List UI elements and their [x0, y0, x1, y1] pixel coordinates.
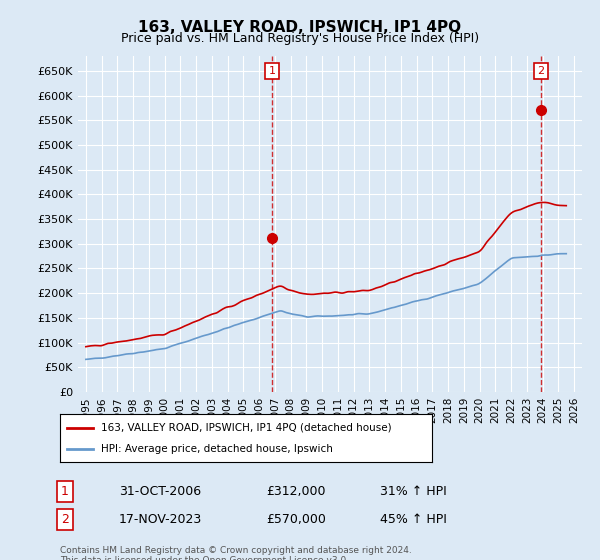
Text: Contains HM Land Registry data © Crown copyright and database right 2024.
This d: Contains HM Land Registry data © Crown c… — [60, 546, 412, 560]
Text: 31-OCT-2006: 31-OCT-2006 — [119, 485, 201, 498]
Text: £570,000: £570,000 — [266, 513, 326, 526]
Text: 17-NOV-2023: 17-NOV-2023 — [119, 513, 202, 526]
Text: Price paid vs. HM Land Registry's House Price Index (HPI): Price paid vs. HM Land Registry's House … — [121, 32, 479, 45]
Text: HPI: Average price, detached house, Ipswich: HPI: Average price, detached house, Ipsw… — [101, 444, 333, 454]
Text: 2: 2 — [537, 66, 544, 76]
Text: 1: 1 — [269, 66, 275, 76]
Text: 45% ↑ HPI: 45% ↑ HPI — [380, 513, 446, 526]
Text: 31% ↑ HPI: 31% ↑ HPI — [380, 485, 446, 498]
Text: 2: 2 — [61, 513, 69, 526]
Text: 163, VALLEY ROAD, IPSWICH, IP1 4PQ (detached house): 163, VALLEY ROAD, IPSWICH, IP1 4PQ (deta… — [101, 423, 392, 433]
Text: 163, VALLEY ROAD, IPSWICH, IP1 4PQ: 163, VALLEY ROAD, IPSWICH, IP1 4PQ — [139, 20, 461, 35]
Text: £312,000: £312,000 — [266, 485, 326, 498]
Text: 1: 1 — [61, 485, 69, 498]
